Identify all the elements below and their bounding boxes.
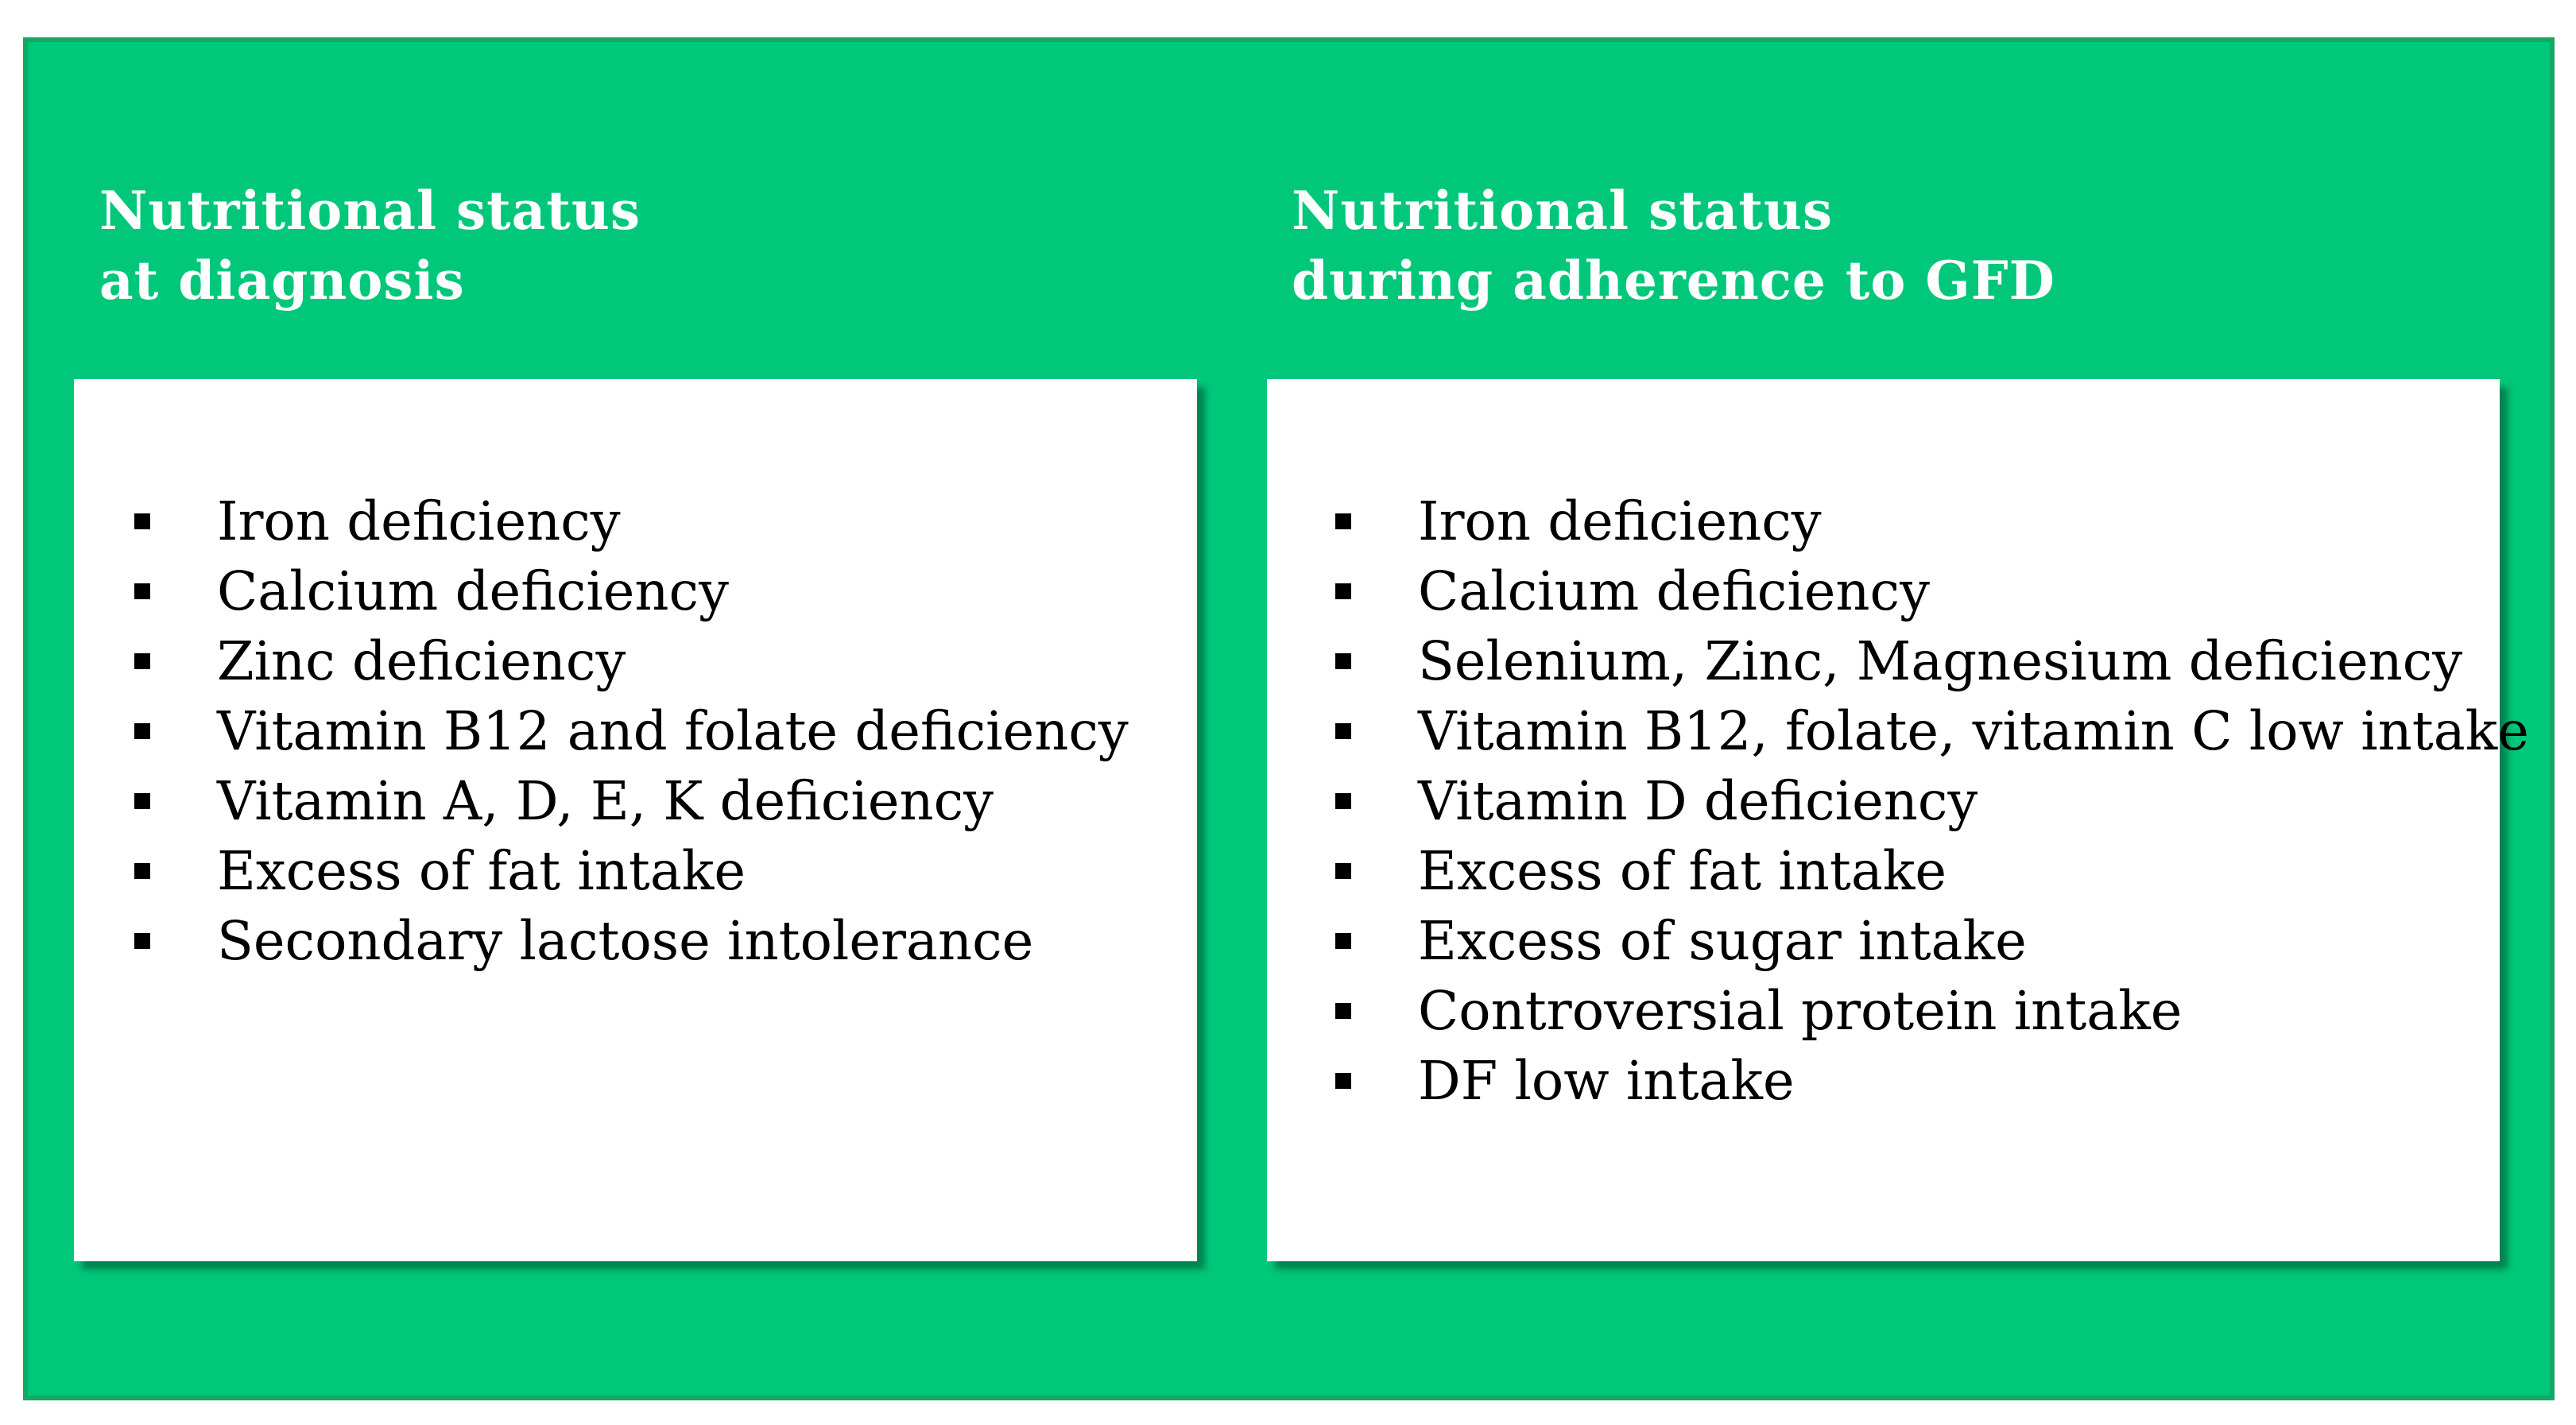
list-item: Vitamin D deficiency [1335, 766, 2529, 836]
list-item: Excess of fat intake [134, 836, 1129, 906]
square-bullet-icon [1335, 863, 1351, 879]
square-bullet-icon [1335, 513, 1351, 529]
list-item: Iron deficiency [1335, 486, 2529, 556]
right-list: Iron deficiency Calcium deficiency Selen… [1335, 486, 2529, 1116]
left-title-line-2: at diagnosis [99, 250, 465, 312]
square-bullet-icon [134, 583, 150, 599]
list-item: Vitamin A, D, E, K deficiency [134, 766, 1129, 836]
left-list: Iron deficiency Calcium deficiency Zinc … [134, 486, 1129, 976]
square-bullet-icon [1335, 793, 1351, 809]
diagram-frame: Nutritional status at diagnosis Nutritio… [23, 37, 2555, 1400]
list-item: Zinc deficiency [134, 626, 1129, 696]
list-item-label: Vitamin B12 and folate deficiency [217, 700, 1129, 762]
right-column-title: Nutritional status during adherence to G… [1292, 176, 2055, 316]
list-item-label: Vitamin B12, folate, vitamin C low intak… [1418, 700, 2529, 762]
list-item: Calcium deficiency [134, 556, 1129, 626]
list-item: Iron deficiency [134, 486, 1129, 556]
list-item-label: Vitamin D deficiency [1418, 770, 1978, 832]
square-bullet-icon [134, 793, 150, 809]
square-bullet-icon [1335, 933, 1351, 949]
list-item-label: Vitamin A, D, E, K deficiency [217, 770, 994, 832]
right-title-line-1: Nutritional status [1292, 180, 1834, 242]
list-item-label: Zinc deficiency [217, 630, 626, 692]
square-bullet-icon [1335, 1073, 1351, 1089]
square-bullet-icon [1335, 723, 1351, 739]
list-item: Vitamin B12, folate, vitamin C low intak… [1335, 696, 2529, 766]
square-bullet-icon [1335, 1003, 1351, 1019]
list-item-label: Iron deficiency [1418, 490, 1822, 552]
list-item: Controversial protein intake [1335, 976, 2529, 1046]
list-item-label: Iron deficiency [217, 490, 621, 552]
list-item-label: Calcium deficiency [1418, 560, 1930, 622]
list-item: Excess of sugar intake [1335, 906, 2529, 976]
square-bullet-icon [1335, 583, 1351, 599]
square-bullet-icon [134, 653, 150, 669]
list-item-label: Excess of fat intake [217, 840, 746, 902]
list-item-label: Excess of sugar intake [1418, 910, 2027, 972]
list-item-label: DF low intake [1418, 1050, 1795, 1112]
left-panel: Iron deficiency Calcium deficiency Zinc … [74, 379, 1197, 1261]
list-item-label: Calcium deficiency [217, 560, 729, 622]
left-column-title: Nutritional status at diagnosis [99, 176, 641, 316]
list-item-label: Controversial protein intake [1418, 980, 2183, 1042]
square-bullet-icon [134, 863, 150, 879]
list-item-label: Excess of fat intake [1418, 840, 1947, 902]
square-bullet-icon [134, 513, 150, 529]
list-item: Calcium deficiency [1335, 556, 2529, 626]
list-item: Selenium, Zinc, Magnesium deficiency [1335, 626, 2529, 696]
list-item: Vitamin B12 and folate deficiency [134, 696, 1129, 766]
right-panel: Iron deficiency Calcium deficiency Selen… [1267, 379, 2529, 1261]
list-item: Secondary lactose intolerance [134, 906, 1129, 976]
list-item: Excess of fat intake [1335, 836, 2529, 906]
list-item-label: Secondary lactose intolerance [217, 910, 1034, 972]
list-item: DF low intake [1335, 1046, 2529, 1116]
square-bullet-icon [1335, 653, 1351, 669]
square-bullet-icon [134, 723, 150, 739]
right-title-line-2: during adherence to GFD [1292, 250, 2055, 312]
left-title-line-1: Nutritional status [99, 180, 641, 242]
list-item-label: Selenium, Zinc, Magnesium deficiency [1418, 630, 2463, 692]
square-bullet-icon [134, 933, 150, 949]
